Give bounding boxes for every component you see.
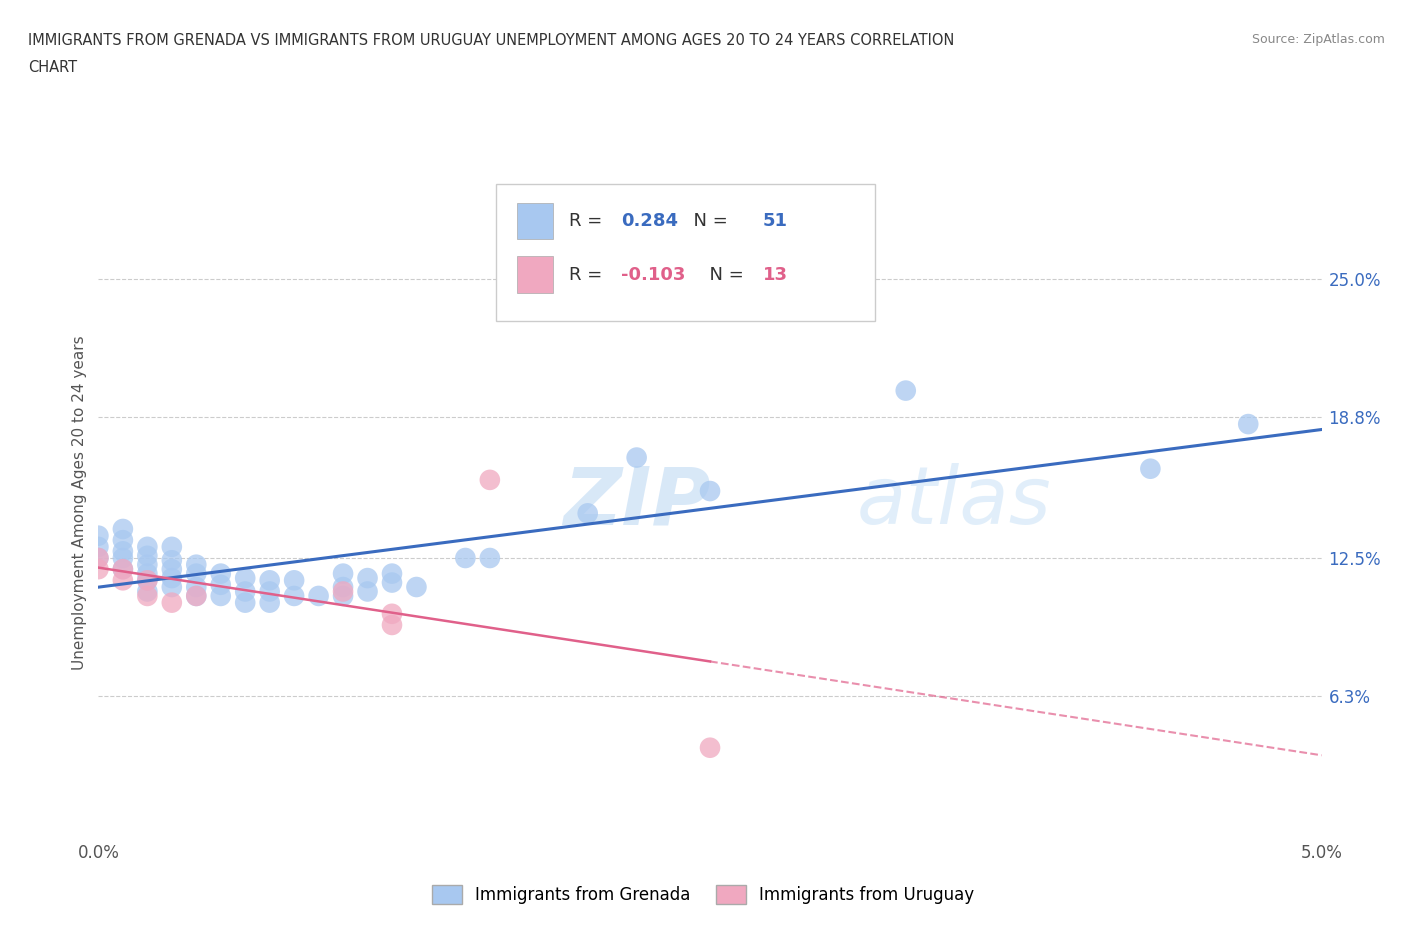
Point bbox=[186, 589, 208, 604]
Text: Source: ZipAtlas.com: Source: ZipAtlas.com bbox=[1251, 33, 1385, 46]
Text: N =: N = bbox=[682, 212, 734, 230]
Text: 51: 51 bbox=[762, 212, 787, 230]
Point bbox=[87, 551, 110, 565]
Point bbox=[381, 618, 404, 632]
Text: CHART: CHART bbox=[28, 60, 77, 75]
Point bbox=[186, 557, 208, 572]
Point bbox=[1237, 417, 1260, 432]
Point bbox=[87, 551, 110, 565]
Point bbox=[111, 573, 134, 588]
Text: atlas: atlas bbox=[856, 463, 1052, 541]
Point bbox=[111, 562, 134, 577]
Point bbox=[136, 584, 159, 599]
Point bbox=[626, 450, 648, 465]
Point bbox=[186, 566, 208, 581]
Point bbox=[136, 549, 159, 564]
Point bbox=[259, 573, 281, 588]
Point bbox=[160, 579, 183, 594]
Point bbox=[332, 579, 354, 594]
Text: 0.284: 0.284 bbox=[620, 212, 678, 230]
Point bbox=[136, 573, 159, 588]
Point bbox=[381, 575, 404, 590]
Point bbox=[160, 571, 183, 586]
Point bbox=[111, 562, 134, 577]
Point bbox=[87, 528, 110, 543]
Text: R =: R = bbox=[569, 266, 609, 284]
Point bbox=[209, 566, 232, 581]
Point bbox=[699, 484, 721, 498]
Point bbox=[332, 589, 354, 604]
FancyBboxPatch shape bbox=[517, 203, 554, 239]
Point bbox=[186, 589, 208, 604]
Point bbox=[111, 544, 134, 559]
Y-axis label: Unemployment Among Ages 20 to 24 years: Unemployment Among Ages 20 to 24 years bbox=[72, 335, 87, 670]
Text: R =: R = bbox=[569, 212, 609, 230]
FancyBboxPatch shape bbox=[517, 256, 554, 293]
Point bbox=[111, 551, 134, 565]
Point bbox=[283, 589, 305, 604]
Point bbox=[699, 740, 721, 755]
Point bbox=[87, 562, 110, 577]
Point bbox=[160, 539, 183, 554]
Point bbox=[332, 566, 354, 581]
Text: N =: N = bbox=[697, 266, 749, 284]
Point bbox=[233, 584, 256, 599]
Point bbox=[259, 595, 281, 610]
Text: ZIP: ZIP bbox=[564, 463, 710, 541]
Point bbox=[478, 472, 501, 487]
Point bbox=[111, 522, 134, 537]
Point bbox=[308, 589, 330, 604]
Point bbox=[381, 606, 404, 621]
Point bbox=[259, 584, 281, 599]
Text: IMMIGRANTS FROM GRENADA VS IMMIGRANTS FROM URUGUAY UNEMPLOYMENT AMONG AGES 20 TO: IMMIGRANTS FROM GRENADA VS IMMIGRANTS FR… bbox=[28, 33, 955, 47]
Point bbox=[136, 557, 159, 572]
Point bbox=[160, 552, 183, 567]
Point bbox=[233, 571, 256, 586]
Point bbox=[233, 595, 256, 610]
Point bbox=[454, 551, 477, 565]
Point bbox=[576, 506, 599, 521]
Point bbox=[87, 539, 110, 554]
Point bbox=[209, 578, 232, 592]
Point bbox=[186, 579, 208, 594]
Point bbox=[160, 595, 183, 610]
Point bbox=[136, 539, 159, 554]
Point bbox=[894, 383, 917, 398]
Point bbox=[478, 551, 501, 565]
Point bbox=[356, 571, 378, 586]
Point bbox=[160, 562, 183, 577]
Point bbox=[111, 533, 134, 548]
Text: -0.103: -0.103 bbox=[620, 266, 685, 284]
Point bbox=[209, 589, 232, 604]
Point bbox=[136, 573, 159, 588]
Point bbox=[136, 589, 159, 604]
Point bbox=[332, 584, 354, 599]
Point bbox=[283, 573, 305, 588]
Point bbox=[405, 579, 427, 594]
Text: 13: 13 bbox=[762, 266, 787, 284]
Point bbox=[356, 584, 378, 599]
FancyBboxPatch shape bbox=[496, 184, 875, 322]
Point bbox=[1139, 461, 1161, 476]
Legend: Immigrants from Grenada, Immigrants from Uruguay: Immigrants from Grenada, Immigrants from… bbox=[423, 876, 983, 912]
Point bbox=[136, 566, 159, 581]
Point bbox=[381, 566, 404, 581]
